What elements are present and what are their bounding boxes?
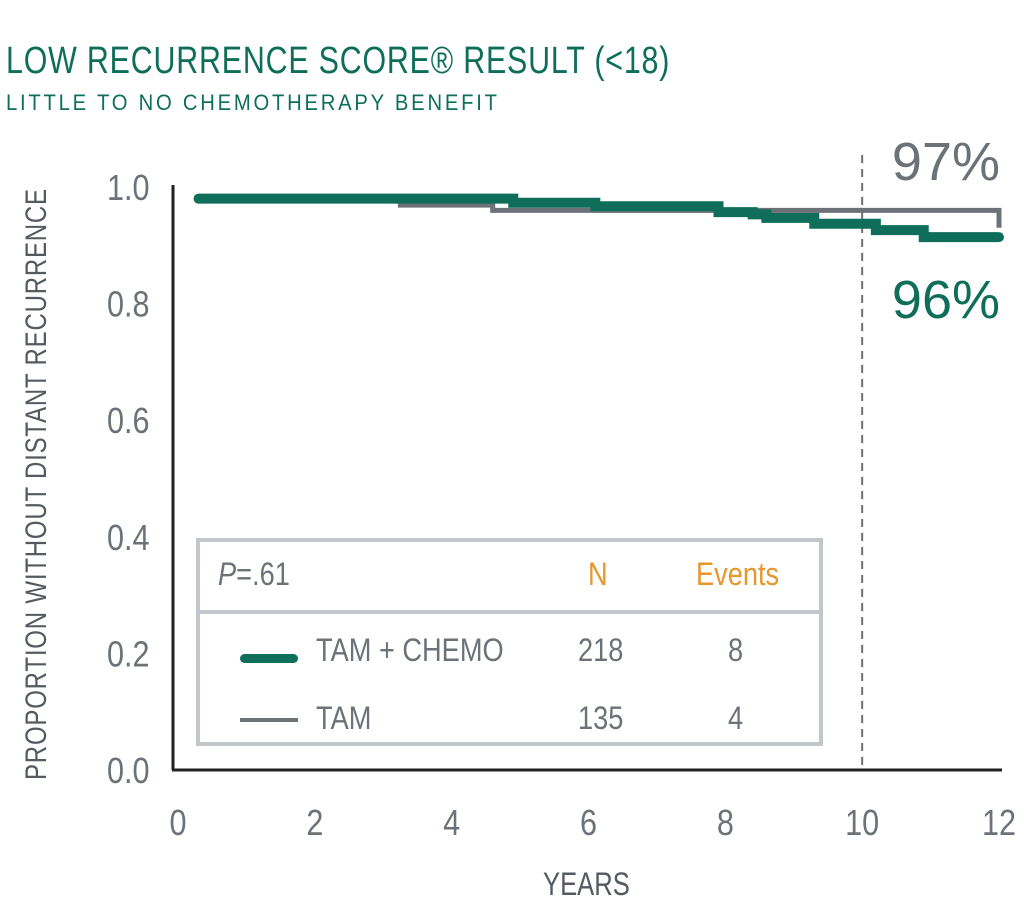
x-tick-label: 4 [443,804,460,844]
x-tick-label: 2 [306,804,323,844]
chemo-annotation: 96% [892,270,1000,330]
p-value: =.61 [236,556,290,592]
y-tick-label: 0.8 [107,285,150,325]
y-tick-label: 0.6 [107,402,150,442]
legend-n: 218 [578,632,624,668]
n-header: N [588,556,608,592]
tam-chemo-swatch [240,654,298,663]
legend-table: P=.61 N Events TAM + CHEMO 218 8 TAM 135… [196,538,823,746]
legend-name: TAM + CHEMO [316,632,504,668]
x-tick-label: 8 [717,804,734,844]
tam-annotation: 97% [892,132,1000,192]
tam-swatch [240,718,298,722]
legend-n: 135 [578,700,624,736]
series-line-tam-chemo [193,193,1004,243]
x-tick-label: 10 [845,804,879,844]
events-header: Events [696,556,780,592]
y-tick-label: 0.4 [107,519,150,559]
legend-row: TAM + CHEMO 218 8 [200,618,819,686]
y-tick-label: 0.0 [107,752,150,792]
legend-name: TAM [316,700,372,736]
legend-header: P=.61 N Events [200,542,819,614]
x-axis-label: YEARS [543,866,630,902]
legend-row: TAM 135 4 [200,686,819,754]
chart-title: LOW RECURRENCE SCORE® RESULT (<18) [6,40,671,82]
x-tick-label: 6 [580,804,597,844]
y-tick-label: 0.2 [107,635,150,675]
y-tick-label: 1.0 [107,169,150,209]
p-label: P [218,556,237,592]
legend-events: 4 [728,700,744,736]
chart-subtitle: LITTLE TO NO CHEMOTHERAPY BENEFIT [6,90,500,115]
x-tick-label: 12 [982,804,1016,844]
x-tick-label: 0 [169,804,186,844]
legend-events: 8 [728,632,744,668]
